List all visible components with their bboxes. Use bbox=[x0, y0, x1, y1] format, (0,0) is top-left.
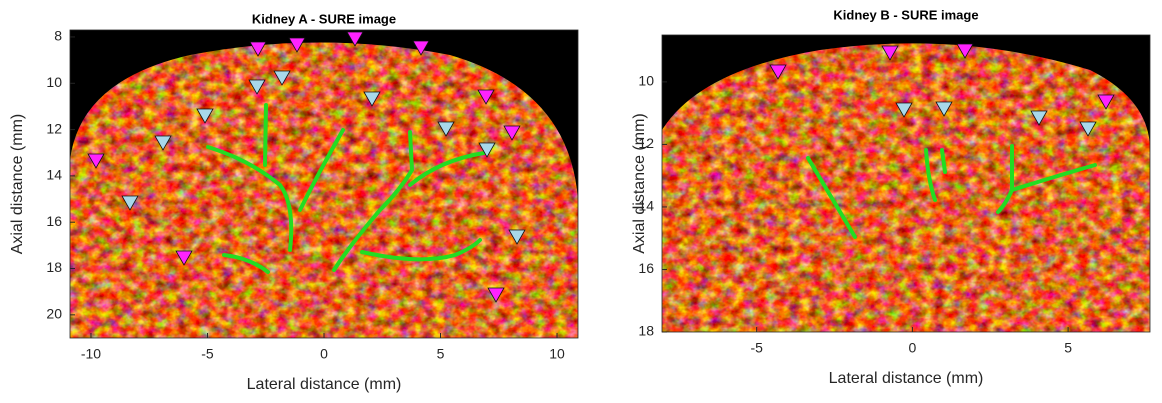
blue-marker bbox=[273, 70, 291, 86]
magenta-marker bbox=[956, 43, 974, 59]
vessel-trace bbox=[332, 130, 415, 272]
blue-marker bbox=[154, 135, 172, 151]
vessel-trace bbox=[924, 148, 937, 202]
magenta-marker bbox=[249, 41, 267, 57]
x-tick-label: 5 bbox=[437, 346, 445, 362]
blue-marker bbox=[1079, 121, 1097, 137]
vessel-trace bbox=[408, 151, 486, 187]
blue-marker bbox=[437, 121, 455, 137]
y-tick-label: 14 bbox=[46, 167, 62, 183]
blue-marker bbox=[895, 102, 913, 118]
magenta-marker bbox=[881, 45, 899, 61]
magenta-marker bbox=[769, 64, 787, 80]
vessel-trace bbox=[263, 103, 268, 167]
blue-marker bbox=[363, 91, 381, 107]
blue-marker bbox=[196, 108, 214, 124]
y-tick-label: 12 bbox=[638, 135, 654, 151]
vessel-trace bbox=[298, 128, 345, 212]
x-tick-label: 5 bbox=[1064, 340, 1072, 356]
x-tick-label: -5 bbox=[201, 346, 214, 362]
image-tissue bbox=[662, 43, 1150, 332]
magenta-marker bbox=[288, 37, 306, 53]
blue-marker bbox=[508, 229, 526, 245]
y-tick-label: 18 bbox=[638, 323, 654, 339]
x-tick-label: 10 bbox=[549, 346, 565, 362]
magenta-marker bbox=[487, 287, 505, 303]
magenta-marker bbox=[503, 125, 521, 141]
y-tick-label: 18 bbox=[46, 259, 62, 275]
vessel-trace bbox=[806, 156, 857, 239]
ultrasound-texture bbox=[662, 43, 1150, 332]
x-tick-label: 0 bbox=[320, 346, 328, 362]
chart-title: Kidney B - SURE image bbox=[833, 7, 978, 22]
blue-marker bbox=[1030, 110, 1048, 126]
y-axis-label: Axial distance (mm) bbox=[631, 113, 648, 253]
y-tick-label: 12 bbox=[46, 120, 62, 136]
magenta-marker bbox=[477, 89, 495, 105]
x-tick-label: 0 bbox=[908, 340, 916, 356]
vessel-trace bbox=[940, 148, 947, 174]
y-tick-label: 16 bbox=[638, 260, 654, 276]
x-axis-label: Lateral distance (mm) bbox=[829, 370, 984, 387]
y-tick-label: 20 bbox=[46, 306, 62, 322]
y-tick-label: 8 bbox=[54, 28, 62, 44]
y-tick-label: 16 bbox=[46, 213, 62, 229]
x-axis-label: Lateral distance (mm) bbox=[247, 376, 402, 393]
vessel-trace bbox=[206, 145, 294, 252]
y-tick-label: 10 bbox=[638, 73, 654, 89]
y-tick-label: 14 bbox=[638, 198, 654, 214]
chart-title: Kidney A - SURE image bbox=[252, 11, 396, 26]
blue-marker bbox=[935, 101, 953, 117]
x-tick-label: -10 bbox=[81, 346, 101, 362]
magenta-marker bbox=[346, 31, 364, 47]
blue-marker bbox=[248, 79, 266, 95]
blue-marker bbox=[478, 142, 496, 158]
axes-box bbox=[661, 34, 1151, 333]
magenta-marker bbox=[1097, 94, 1115, 110]
blue-marker bbox=[121, 195, 139, 211]
magenta-marker bbox=[175, 250, 193, 266]
vessel-trace bbox=[360, 238, 482, 262]
x-tick-label: -5 bbox=[750, 340, 763, 356]
magenta-marker bbox=[412, 40, 430, 56]
vessel-trace bbox=[222, 253, 270, 274]
y-axis-label: Axial distance (mm) bbox=[9, 114, 26, 254]
magenta-marker bbox=[87, 153, 105, 169]
vessel-trace bbox=[1010, 163, 1097, 192]
y-tick-label: 10 bbox=[46, 74, 62, 90]
